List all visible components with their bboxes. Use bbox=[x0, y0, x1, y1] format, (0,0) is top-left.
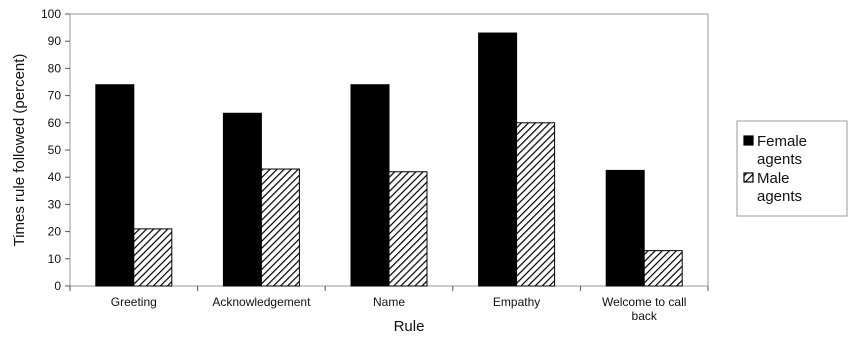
legend-box bbox=[736, 120, 848, 217]
legend-label: Female agents bbox=[757, 133, 807, 168]
category-labels: Greeting Acknowledgement Name Empathy Welcom… bbox=[111, 295, 687, 323]
category-label: Name bbox=[373, 295, 405, 309]
y-tick-label: 60 bbox=[48, 116, 62, 130]
bar-female bbox=[478, 32, 518, 287]
y-tick-label: 10 bbox=[48, 252, 62, 266]
category-label-line: Greeting bbox=[111, 295, 157, 309]
bars bbox=[95, 32, 683, 287]
legend-label-line: Male bbox=[757, 170, 790, 187]
category-label: Welcome to call back bbox=[602, 295, 686, 323]
bar-female bbox=[222, 112, 262, 287]
legend-label-line: agents bbox=[757, 188, 802, 205]
category-label-line: Empathy bbox=[493, 295, 540, 309]
x-axis-title: Rule bbox=[394, 318, 425, 335]
y-tick-label: 80 bbox=[48, 61, 62, 75]
bar-female bbox=[350, 84, 390, 287]
y-tick-label: 0 bbox=[54, 279, 61, 293]
y-tick-label: 40 bbox=[48, 170, 62, 184]
bar-female bbox=[95, 84, 135, 287]
bar-male bbox=[643, 250, 683, 287]
category-label-line: Name bbox=[373, 295, 405, 309]
category-label: Acknowledgement bbox=[212, 295, 311, 309]
legend-label-line: Female bbox=[757, 133, 807, 150]
y-tick-label: 90 bbox=[48, 34, 62, 48]
legend-label-line: agents bbox=[757, 151, 802, 168]
legend-label: Male agents bbox=[757, 170, 802, 205]
category-label-line: back bbox=[632, 309, 658, 323]
y-tick-label: 70 bbox=[48, 89, 62, 103]
legend-swatch bbox=[743, 172, 754, 183]
legend-swatch bbox=[743, 135, 754, 146]
y-axis: 0 10 20 30 40 50 60 70 80 90 100 bbox=[41, 7, 70, 293]
bar-male bbox=[388, 171, 428, 287]
y-tick-label: 20 bbox=[48, 225, 62, 239]
y-axis-title: Times rule followed (percent) bbox=[11, 54, 28, 247]
bar-male bbox=[133, 228, 173, 287]
bar-male bbox=[260, 168, 300, 287]
y-tick-label: 30 bbox=[48, 197, 62, 211]
x-axis bbox=[69, 286, 709, 291]
category-label-line: Acknowledgement bbox=[212, 295, 311, 309]
bar-female bbox=[605, 169, 645, 287]
category-label: Greeting bbox=[111, 295, 157, 309]
y-tick-label: 50 bbox=[48, 143, 62, 157]
y-tick-label: 100 bbox=[41, 7, 61, 21]
category-label: Empathy bbox=[493, 295, 540, 309]
bar-male bbox=[516, 122, 556, 287]
category-label-line: Welcome to call bbox=[602, 295, 686, 309]
